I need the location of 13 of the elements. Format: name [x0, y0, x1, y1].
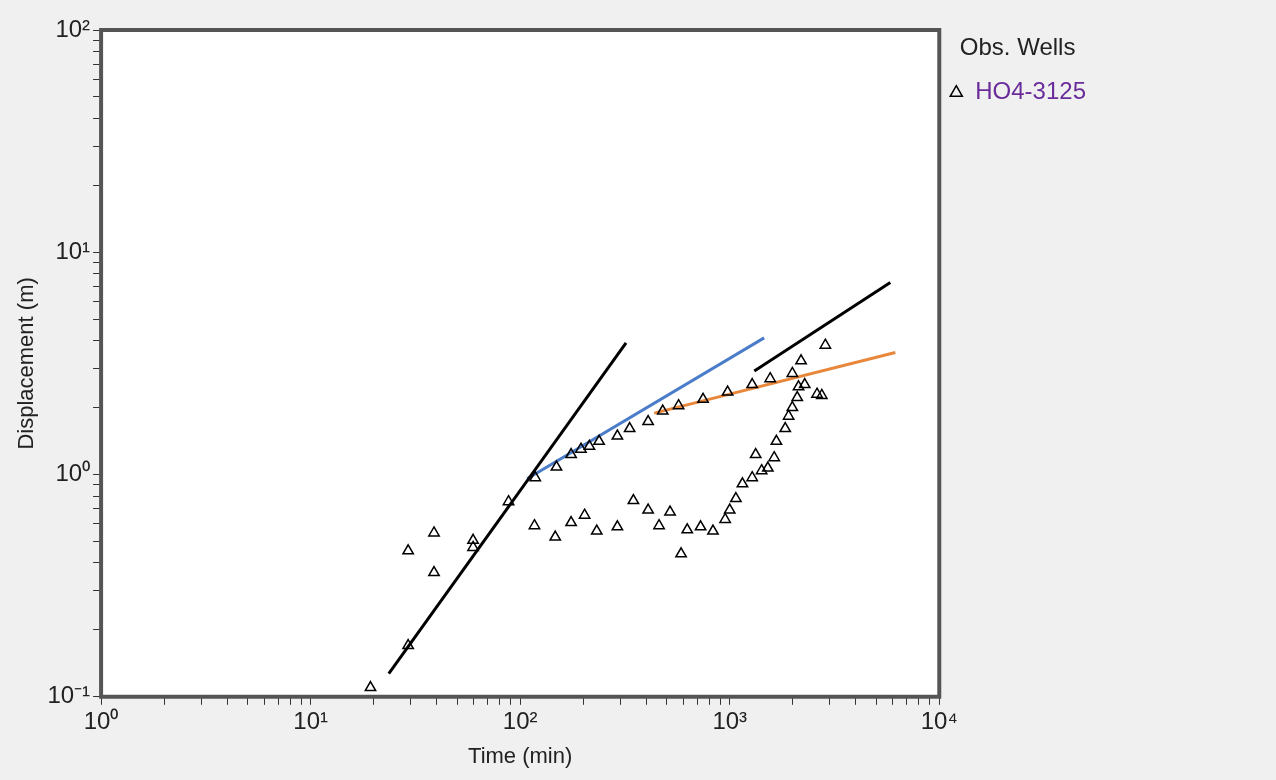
- x-tick-label: 10⁰: [83, 706, 119, 734]
- y-tick-label: 10⁻¹: [47, 681, 91, 709]
- y-tick-label: 10¹: [55, 236, 91, 264]
- y-axis-title: Displacement (m): [13, 277, 39, 450]
- legend-label: HO4-3125: [975, 77, 1086, 105]
- y-tick-label: 10⁰: [55, 459, 91, 487]
- x-tick-label: 10¹: [293, 706, 328, 734]
- y-tick-label: 10²: [55, 14, 91, 42]
- x-axis-title: Time (min): [468, 742, 573, 768]
- legend-title: Obs. Wells: [959, 32, 1076, 60]
- x-tick-label: 10⁴: [920, 706, 958, 734]
- x-tick-label: 10³: [712, 706, 748, 734]
- x-tick-label: 10²: [502, 706, 538, 734]
